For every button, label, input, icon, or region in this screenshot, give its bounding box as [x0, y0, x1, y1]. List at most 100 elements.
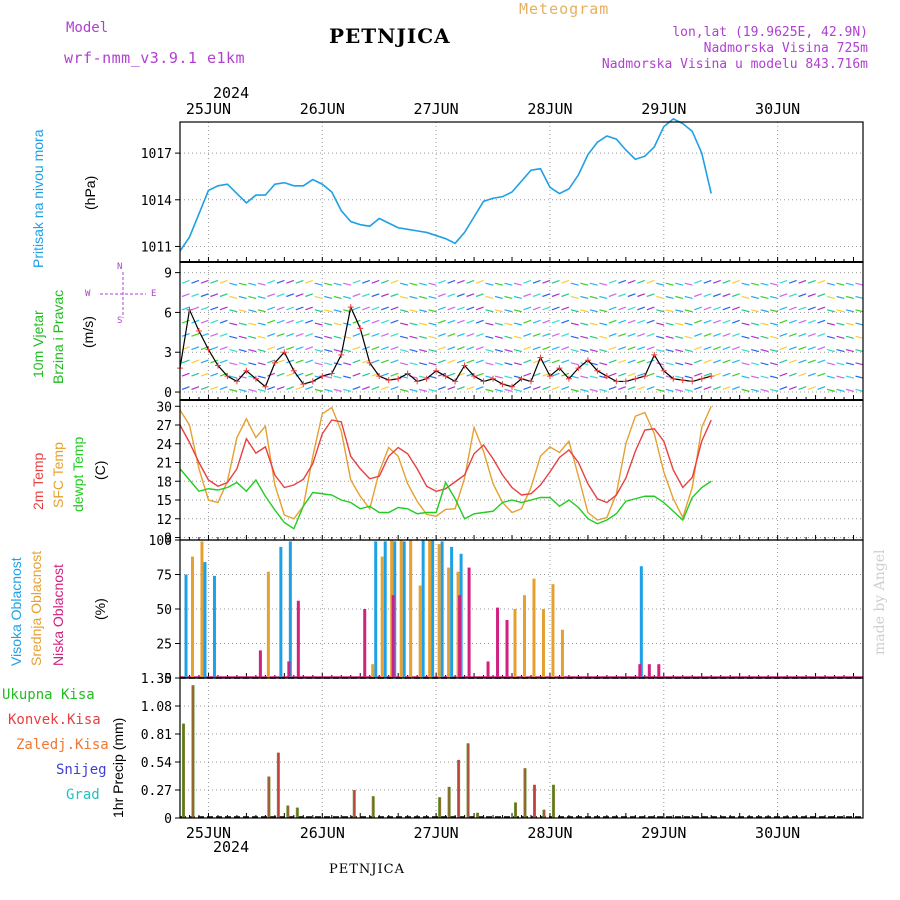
wind-arrow [817, 386, 826, 390]
wind-arrow [561, 359, 570, 364]
wind-arrow [703, 279, 712, 284]
wind-arrow [788, 319, 797, 324]
wind-arrow [694, 279, 702, 284]
wind-arrow [229, 348, 238, 353]
wind-arrow [437, 359, 446, 364]
wind-arrow [390, 386, 399, 390]
wind-arrow [722, 333, 731, 337]
wind-arrow [466, 386, 475, 390]
wind-arrow [191, 346, 200, 351]
wind-arrow [219, 279, 228, 284]
dewpt-line [179, 468, 712, 530]
wind-arrow [798, 386, 807, 390]
wind-arrow [817, 293, 826, 298]
wind-arrow [191, 279, 200, 284]
wind-arrow [485, 282, 494, 286]
wind-arrow [627, 293, 636, 298]
cloud-mid-bar [190, 556, 194, 678]
wind-arrow [637, 293, 646, 298]
compass-east: E [151, 289, 157, 299]
wind-arrow [665, 282, 674, 286]
wind-arrow [637, 346, 646, 351]
y-tick-label: 3 [164, 346, 172, 361]
model-altitude-label: Nadmorska Visina u modelu 843.716m [601, 57, 868, 72]
wind-arrow [390, 359, 399, 364]
wind-arrow [229, 375, 238, 379]
wind-arrow [684, 362, 693, 366]
wind-arrow [276, 346, 285, 351]
y-tick-label: 1014 [141, 194, 172, 209]
wind-arrow [684, 348, 693, 353]
wind-arrow [210, 372, 219, 377]
day-label-top: 26JUN [300, 100, 345, 118]
wind-arrow [305, 333, 314, 337]
wind-arrow [769, 362, 779, 366]
wind-arrow [305, 279, 314, 284]
wind-arrow [694, 306, 702, 311]
wind-arrow [381, 279, 389, 284]
wind-arrow [504, 322, 513, 326]
wind-arrow [447, 306, 456, 311]
wind-arrow [381, 333, 389, 337]
wind-gust-marker [632, 375, 639, 382]
wind-arrow [532, 293, 541, 298]
wind-arrow [200, 386, 209, 390]
wind-arrow [191, 306, 200, 311]
wind-arrow [731, 333, 740, 337]
wind-arrow [542, 306, 551, 311]
wind-arrow [637, 319, 646, 324]
wind-arrow [466, 319, 475, 324]
wind-arrow [523, 386, 532, 390]
cloud-mid-bar [428, 540, 432, 678]
wind-arrow [570, 388, 579, 392]
day-label-bottom: 30JUN [755, 824, 800, 842]
wind-arrow [656, 282, 665, 286]
wind-arrow [807, 293, 816, 298]
wind-arrow [769, 335, 779, 339]
wind-arrow [836, 282, 845, 286]
wind-arrow [675, 335, 684, 339]
wind-arrow [817, 319, 826, 324]
wind-arrow [646, 293, 655, 298]
wind-arrow [589, 388, 598, 392]
wind-arrow [513, 362, 522, 366]
wind-arrow [314, 295, 323, 300]
wind-arrow [627, 333, 636, 337]
day-label-bottom: 26JUN [300, 824, 345, 842]
wind-arrow [447, 359, 456, 364]
wind-arrow [286, 319, 295, 324]
wind-arrow [276, 372, 285, 377]
wind-arrow [751, 322, 760, 326]
wind-arrow [722, 279, 731, 284]
wind-arrow [343, 388, 352, 392]
wind-arrow [428, 335, 437, 339]
wind-arrow [845, 388, 854, 392]
wind-arrow [314, 362, 323, 366]
cloud-high-bar [184, 574, 188, 678]
wind-arrow [409, 282, 418, 286]
wind-arrow [295, 359, 304, 364]
y-tick-label: 0.27 [141, 784, 172, 799]
wind-arrow [637, 372, 646, 377]
panel-frame [179, 677, 864, 819]
wind-arrow [257, 282, 266, 286]
cloud-mid-bar [513, 609, 517, 678]
wind-arrow [532, 372, 541, 377]
wind-arrow [637, 279, 646, 284]
wind-gust-marker [708, 373, 715, 380]
cloud-low-bar [467, 567, 471, 678]
wind-arrow [731, 346, 740, 351]
wind-arrow [855, 388, 864, 392]
wind-arrow [409, 362, 418, 366]
wind-arrow [248, 295, 257, 300]
wind-arrow [324, 375, 333, 379]
wind-arrow [826, 309, 835, 313]
wind-arrow [513, 388, 522, 392]
wind-arrow [646, 346, 655, 351]
wind-arrow [845, 295, 854, 300]
wind-arrow [295, 306, 304, 311]
wind-arrow [713, 279, 721, 284]
wind-arrow [324, 309, 333, 313]
wind-arrow [409, 348, 418, 353]
wind-arrow [513, 335, 522, 339]
